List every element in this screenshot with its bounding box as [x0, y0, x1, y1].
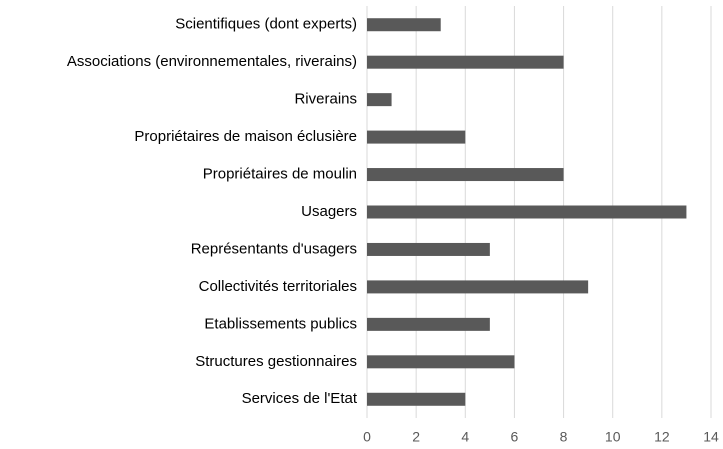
x-tick-label: 6 [511, 429, 519, 445]
y-tick-label: Riverains [294, 91, 357, 108]
bar [367, 168, 564, 182]
y-tick-label: Associations (environnementales, riverai… [67, 53, 357, 70]
x-tick-label: 10 [605, 429, 621, 445]
bar [367, 55, 564, 69]
y-tick-label: Collectivités territoriales [199, 278, 357, 295]
bar [367, 317, 490, 331]
x-tick-label: 8 [560, 429, 568, 445]
bar [367, 18, 441, 32]
bar [367, 280, 589, 294]
x-tick-label: 12 [654, 429, 670, 445]
y-tick-label: Services de l'Etat [242, 390, 358, 407]
bar [367, 130, 466, 144]
y-tick-label: Propriétaires de maison éclusière [134, 128, 357, 145]
bar [367, 242, 490, 256]
x-tick-label: 14 [703, 429, 719, 445]
y-tick-label: Propriétaires de moulin [203, 166, 357, 183]
y-tick-label: Structures gestionnaires [195, 353, 357, 370]
y-tick-label: Représentants d'usagers [191, 240, 357, 257]
bar [367, 392, 466, 406]
x-tick-label: 0 [363, 429, 371, 445]
y-tick-label: Etablissements publics [204, 315, 357, 332]
bar [367, 205, 687, 219]
y-tick-label: Usagers [301, 203, 357, 220]
x-tick-label: 2 [412, 429, 420, 445]
bar [367, 355, 515, 369]
bar [367, 93, 392, 107]
x-tick-label: 4 [461, 429, 469, 445]
y-tick-label: Scientifiques (dont experts) [175, 16, 357, 33]
